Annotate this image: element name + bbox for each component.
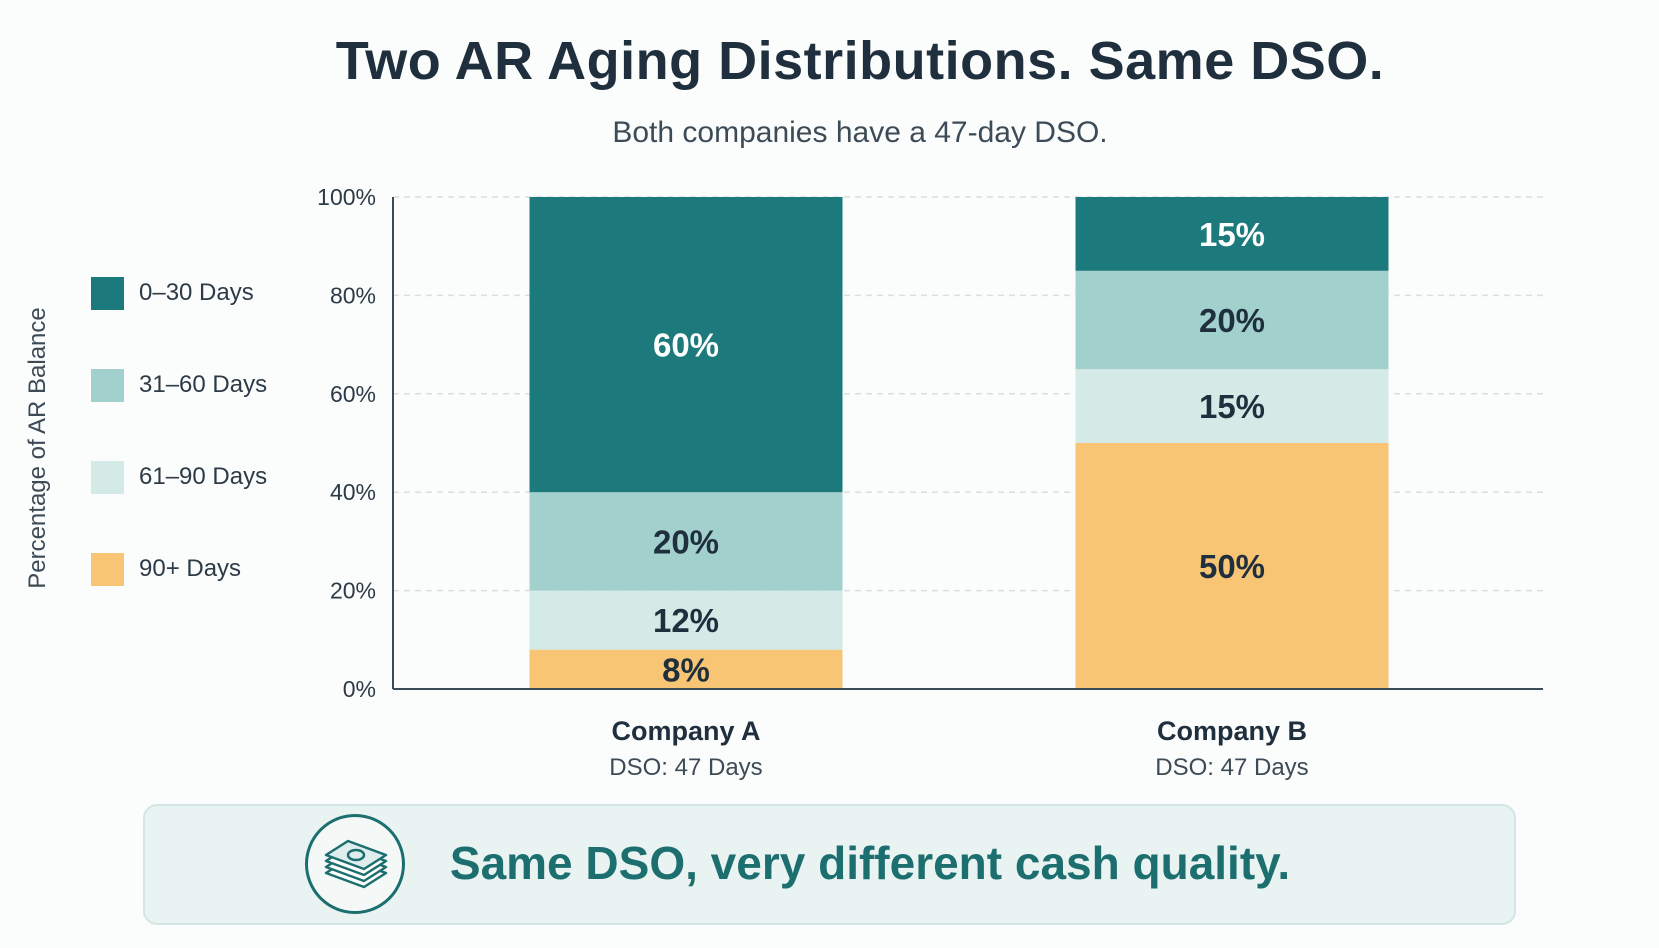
y-tick-label: 60%	[330, 381, 376, 407]
y-tick-label: 100%	[317, 184, 376, 210]
chart-title: Two AR Aging Distributions. Same DSO.	[335, 31, 1385, 91]
y-tick-label: 20%	[330, 578, 376, 604]
bar-segment-90-plus	[529, 649, 843, 689]
bar-segment-0-30	[529, 197, 843, 493]
legend-swatch-0-30	[91, 276, 124, 310]
bar-segment-31-60	[1075, 270, 1389, 370]
legend-item-90-plus: 90+ Days	[91, 552, 267, 586]
legend-item-61-90: 61–90 Days	[91, 460, 267, 494]
data-label: 15%	[1199, 388, 1265, 425]
bar-segment-0-30	[1075, 197, 1389, 271]
legend-swatch-61-90	[91, 460, 124, 494]
data-label: 60%	[653, 327, 719, 364]
data-label: 20%	[653, 523, 719, 560]
bar-segment-61-90	[1075, 369, 1389, 443]
x-category-sublabel: DSO: 47 Days	[1155, 754, 1308, 781]
y-tick-label: 40%	[330, 479, 376, 505]
callout-box: Same DSO, very different cash quality.	[143, 804, 1516, 925]
x-category-sublabel: DSO: 47 Days	[609, 754, 762, 781]
chart-subtitle: Both companies have a 47-day DSO.	[612, 116, 1108, 149]
bar-segment-61-90	[529, 590, 843, 650]
legend-item-31-60: 31–60 Days	[91, 368, 267, 402]
legend-item-0-30: 0–30 Days	[91, 276, 267, 310]
legend-swatch-90-plus	[91, 552, 124, 586]
legend-swatch-31-60	[91, 368, 124, 402]
legend: 0–30 Days 31–60 Days 61–90 Days 90+ Days	[91, 276, 267, 644]
data-label: 20%	[1199, 302, 1265, 339]
data-label: 8%	[662, 651, 710, 688]
legend-label-61-90: 61–90 Days	[139, 463, 268, 490]
data-label: 15%	[1199, 216, 1265, 253]
x-category-label: Company B	[1157, 716, 1307, 746]
money-stack-icon	[305, 814, 405, 914]
legend-label-31-60: 31–60 Days	[139, 371, 268, 398]
bar-segment-31-60	[529, 492, 843, 591]
y-tick-label: 0%	[343, 676, 376, 702]
data-label: 12%	[653, 602, 719, 639]
stacked-bar-chart: 0% 20% 40% 60% 80% 100% 8% 12% 20% 60% Company A DS…	[317, 184, 1543, 781]
legend-label-90-plus: 90+ Days	[139, 555, 242, 582]
callout-text: Same DSO, very different cash quality.	[449, 837, 1291, 889]
x-category-label: Company A	[611, 716, 760, 746]
data-label: 50%	[1199, 548, 1265, 585]
bar-segment-90-plus	[1075, 443, 1389, 689]
y-tick-label: 80%	[330, 282, 376, 308]
legend-label-0-30: 0–30 Days	[139, 279, 254, 306]
